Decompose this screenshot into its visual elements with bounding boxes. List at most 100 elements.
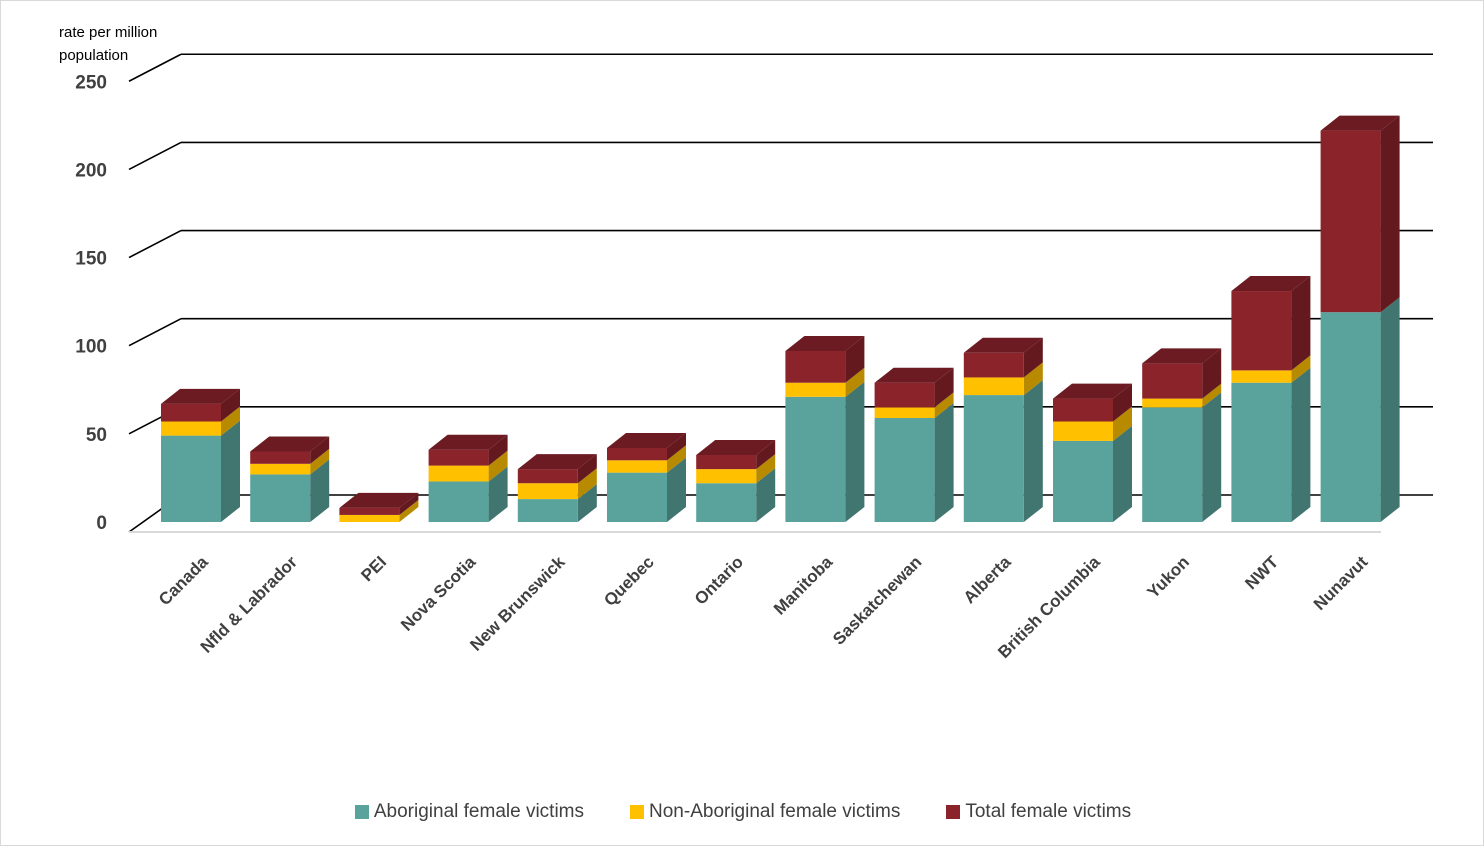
bar-aboriginal-female-victims	[1142, 407, 1203, 522]
bar-stack	[963, 337, 1043, 522]
bar-top	[696, 440, 776, 456]
y-tick-label: 50	[86, 425, 107, 446]
bar-non-aboriginal-female-victims-side	[756, 454, 776, 484]
bar-non-aboriginal-female-victims-side	[934, 392, 954, 418]
bar-non-aboriginal-female-victims-side	[1291, 355, 1311, 383]
bar-aboriginal-female-victims-side	[221, 420, 240, 522]
bar-stack	[1231, 276, 1311, 522]
axis-labels: 0 50 100 150 200 250 rate per million populatio…	[59, 24, 1372, 662]
bar-aboriginal-female-victims	[250, 474, 311, 522]
bar-total-female-victims	[339, 507, 400, 515]
bar-top	[874, 367, 954, 383]
bar-total-female-victims-side	[845, 335, 865, 383]
bar-non-aboriginal-female-victims	[963, 377, 1024, 396]
bar-non-aboriginal-female-victims-side	[1023, 362, 1043, 396]
bar-stack	[428, 434, 508, 522]
y-axis-title: rate per million population	[59, 24, 157, 64]
bar-total-female-victims	[1053, 398, 1113, 422]
y-tick-label: 250	[75, 72, 107, 93]
legend-item: Aboriginal female victims	[354, 801, 585, 823]
bar-top	[785, 335, 865, 351]
y-axis-title-line: population	[59, 47, 128, 64]
bar-stack	[607, 432, 686, 522]
bar-aboriginal-female-victims-side	[845, 381, 865, 522]
legend-swatch	[354, 805, 369, 819]
y-tick-label: 150	[75, 249, 107, 270]
bar-non-aboriginal-female-victims-side	[221, 406, 240, 436]
bar-stack	[874, 367, 954, 522]
bar-top	[517, 454, 597, 470]
legend-label: Total female victims	[965, 801, 1132, 822]
bar-aboriginal-female-victims-side	[756, 468, 776, 522]
bar-aboriginal-female-victims-side	[1291, 367, 1311, 522]
bar-non-aboriginal-female-victims-side	[310, 448, 330, 475]
bar-aboriginal-female-victims	[696, 483, 757, 522]
bar-total-female-victims-side	[310, 436, 330, 464]
x-tick-label: New Brunswick	[466, 552, 569, 655]
bar-stack	[785, 335, 865, 522]
bar-aboriginal-female-victims	[1320, 312, 1381, 522]
bar-aboriginal-female-victims-side	[310, 459, 330, 522]
bar-top	[1320, 115, 1400, 131]
bar-non-aboriginal-female-victims	[1231, 370, 1292, 383]
x-tick-label: PEI	[357, 552, 390, 585]
bar-total-female-victims-side	[399, 492, 419, 515]
bar-aboriginal-female-victims-side	[934, 402, 954, 522]
legend-label: Aboriginal female victims	[373, 801, 585, 822]
bar-stack	[1320, 115, 1400, 522]
bar-aboriginal-female-victims-side	[1380, 297, 1400, 522]
bar-total-female-victims	[161, 403, 221, 422]
y-tick-label: 0	[96, 513, 107, 534]
bar-top	[1142, 348, 1222, 364]
x-tick-label: NWT	[1241, 552, 1282, 593]
gridline-diagonal	[128, 229, 182, 259]
bar-total-female-victims	[785, 350, 846, 383]
legend-swatch	[946, 805, 961, 819]
bar-total-female-victims	[517, 469, 578, 484]
bar-aboriginal-female-victims	[874, 417, 935, 522]
x-tick-label: Canada	[155, 552, 212, 609]
legend-label: Non-Aboriginal female victims	[649, 801, 901, 822]
y-tick-label: 100	[75, 337, 107, 358]
bar-non-aboriginal-female-victims-side	[399, 499, 419, 522]
bar-stack	[339, 492, 419, 522]
bar-non-aboriginal-female-victims-side	[577, 468, 597, 500]
bar-aboriginal-female-victims-side	[488, 466, 508, 522]
bar-total-female-victims	[1142, 363, 1203, 399]
bar-stack	[696, 440, 776, 522]
bar-total-female-victims-side	[1380, 115, 1400, 313]
bar-non-aboriginal-female-victims	[428, 465, 489, 482]
bar-non-aboriginal-female-victims	[517, 483, 578, 500]
bar-stack	[1053, 383, 1132, 522]
bar-total-female-victims	[1320, 130, 1381, 313]
bar-stack	[161, 388, 240, 522]
bar-total-female-victims-side	[756, 440, 776, 470]
bar-non-aboriginal-female-victims-side	[667, 445, 686, 473]
bars	[161, 115, 1400, 522]
bar-non-aboriginal-female-victims	[161, 421, 221, 436]
legend: Aboriginal female victims Non-Aboriginal …	[1, 801, 1484, 823]
bar-total-female-victims	[963, 352, 1024, 378]
bar-aboriginal-female-victims-side	[1202, 392, 1222, 522]
bar-top	[161, 388, 240, 404]
bar-total-female-victims-side	[1113, 383, 1132, 422]
bar-total-female-victims-side	[934, 367, 954, 408]
bar-total-female-victims-side	[488, 434, 508, 466]
bar-aboriginal-female-victims	[1053, 440, 1113, 522]
bar-aboriginal-female-victims	[1231, 382, 1292, 522]
bar-non-aboriginal-female-victims-side	[1202, 383, 1222, 408]
bar-total-female-victims-side	[221, 388, 240, 422]
x-tick-label: Alberta	[960, 552, 1015, 607]
x-tick-label: Manitoba	[770, 552, 837, 619]
x-tick-label: Nunavut	[1310, 552, 1372, 614]
bar-total-female-victims	[250, 451, 311, 464]
bar-total-female-victims	[874, 382, 935, 408]
bar-top	[428, 434, 508, 450]
bar-non-aboriginal-female-victims-side	[1113, 406, 1132, 441]
x-tick-label: Ontario	[691, 552, 747, 608]
bar-total-female-victims	[607, 447, 667, 461]
bar-top	[1231, 276, 1311, 292]
bar-aboriginal-female-victims	[607, 472, 667, 522]
